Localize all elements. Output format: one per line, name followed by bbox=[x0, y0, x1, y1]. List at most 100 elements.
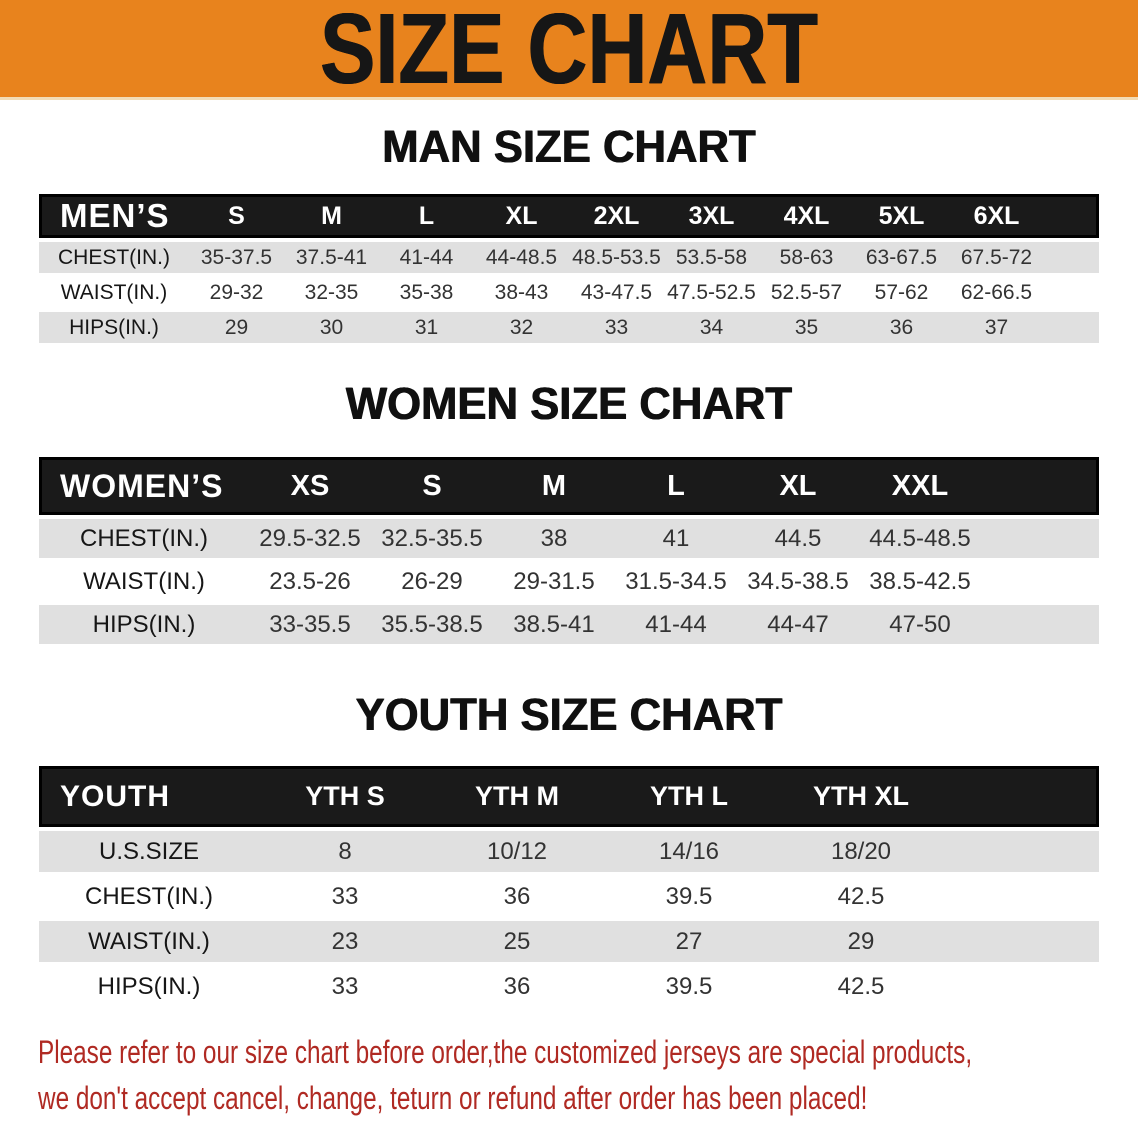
size-column-header: L bbox=[615, 457, 737, 515]
row-label: CHEST(IN.) bbox=[39, 242, 189, 273]
womens-group-label: WOMEN’S bbox=[39, 457, 249, 515]
size-value: 41-44 bbox=[379, 242, 474, 273]
size-value: 27 bbox=[603, 921, 775, 962]
size-value: 57-62 bbox=[854, 277, 949, 308]
size-value: 41-44 bbox=[615, 605, 737, 644]
size-value: 30 bbox=[284, 312, 379, 343]
size-value: 38-43 bbox=[474, 277, 569, 308]
table-row-waist: WAIST(IN.) 23.5-26 26-29 29-31.5 31.5-34… bbox=[39, 562, 1099, 601]
size-value: 37 bbox=[949, 312, 1044, 343]
row-label: WAIST(IN.) bbox=[39, 277, 189, 308]
table-row-us-size: U.S.SIZE 8 10/12 14/16 18/20 bbox=[39, 831, 1099, 872]
size-column-header: M bbox=[284, 194, 379, 238]
size-value: 26-29 bbox=[371, 562, 493, 601]
banner: SIZE CHART bbox=[0, 0, 1138, 100]
table-row-hips: HIPS(IN.) 33-35.5 35.5-38.5 38.5-41 41-4… bbox=[39, 605, 1099, 644]
size-column-header: 3XL bbox=[664, 194, 759, 238]
header-spacer bbox=[1044, 194, 1099, 238]
size-value: 35-37.5 bbox=[189, 242, 284, 273]
size-value: 25 bbox=[431, 921, 603, 962]
size-value: 36 bbox=[431, 876, 603, 917]
size-column-header: YTH L bbox=[603, 766, 775, 827]
size-value: 39.5 bbox=[603, 966, 775, 1007]
row-label: HIPS(IN.) bbox=[39, 966, 259, 1007]
size-column-header: M bbox=[493, 457, 615, 515]
women-section-heading: WOMEN SIZE CHART bbox=[345, 378, 793, 429]
size-value: 32 bbox=[474, 312, 569, 343]
size-value: 31 bbox=[379, 312, 474, 343]
row-spacer bbox=[947, 831, 1099, 872]
size-column-header: S bbox=[189, 194, 284, 238]
size-value: 38 bbox=[493, 519, 615, 558]
size-value: 38.5-41 bbox=[493, 605, 615, 644]
size-value: 34.5-38.5 bbox=[737, 562, 859, 601]
table-row-waist: WAIST(IN.) 29-32 32-35 35-38 38-43 43-47… bbox=[39, 277, 1099, 308]
size-value: 47-50 bbox=[859, 605, 981, 644]
size-value: 44.5 bbox=[737, 519, 859, 558]
table-row-chest: CHEST(IN.) 29.5-32.5 32.5-35.5 38 41 44.… bbox=[39, 519, 1099, 558]
man-section-heading: MAN SIZE CHART bbox=[382, 121, 756, 172]
size-value: 37.5-41 bbox=[284, 242, 379, 273]
size-value: 14/16 bbox=[603, 831, 775, 872]
size-value: 34 bbox=[664, 312, 759, 343]
size-value: 32-35 bbox=[284, 277, 379, 308]
size-column-header: 4XL bbox=[759, 194, 854, 238]
mens-size-table: MEN’S S M L XL 2XL 3XL 4XL 5XL 6XL CHEST… bbox=[39, 190, 1099, 347]
size-value: 41 bbox=[615, 519, 737, 558]
row-label: HIPS(IN.) bbox=[39, 605, 249, 644]
size-column-header: XXL bbox=[859, 457, 981, 515]
row-spacer bbox=[981, 605, 1099, 644]
size-value: 39.5 bbox=[603, 876, 775, 917]
youth-header-row: YOUTH YTH S YTH M YTH L YTH XL bbox=[39, 766, 1099, 827]
page-title: SIZE CHART bbox=[320, 0, 818, 105]
row-label: CHEST(IN.) bbox=[39, 876, 259, 917]
size-value: 67.5-72 bbox=[949, 242, 1044, 273]
table-row-chest: CHEST(IN.) 33 36 39.5 42.5 bbox=[39, 876, 1099, 917]
size-value: 58-63 bbox=[759, 242, 854, 273]
size-value: 29-31.5 bbox=[493, 562, 615, 601]
size-column-header: L bbox=[379, 194, 474, 238]
row-spacer bbox=[947, 966, 1099, 1007]
size-column-header: 5XL bbox=[854, 194, 949, 238]
size-column-header: XS bbox=[249, 457, 371, 515]
size-column-header: XL bbox=[474, 194, 569, 238]
size-column-header: 6XL bbox=[949, 194, 1044, 238]
size-column-header: 2XL bbox=[569, 194, 664, 238]
youth-section-heading: YOUTH SIZE CHART bbox=[355, 689, 783, 740]
size-value: 33-35.5 bbox=[249, 605, 371, 644]
size-value: 35 bbox=[759, 312, 854, 343]
disclaimer: Please refer to our size chart before or… bbox=[0, 1029, 1138, 1121]
size-value: 31.5-34.5 bbox=[615, 562, 737, 601]
disclaimer-line-2: we don't accept cancel, change, teturn o… bbox=[38, 1080, 868, 1116]
size-value: 8 bbox=[259, 831, 431, 872]
size-value: 35-38 bbox=[379, 277, 474, 308]
row-label: HIPS(IN.) bbox=[39, 312, 189, 343]
size-value: 52.5-57 bbox=[759, 277, 854, 308]
size-value: 36 bbox=[431, 966, 603, 1007]
size-value: 23 bbox=[259, 921, 431, 962]
womens-size-table: WOMEN’S XS S M L XL XXL CHEST(IN.) 29.5-… bbox=[39, 453, 1099, 648]
size-value: 10/12 bbox=[431, 831, 603, 872]
size-value: 38.5-42.5 bbox=[859, 562, 981, 601]
size-value: 18/20 bbox=[775, 831, 947, 872]
row-spacer bbox=[947, 921, 1099, 962]
row-label: U.S.SIZE bbox=[39, 831, 259, 872]
size-value: 33 bbox=[259, 966, 431, 1007]
size-value: 42.5 bbox=[775, 876, 947, 917]
table-row-hips: HIPS(IN.) 29 30 31 32 33 34 35 36 37 bbox=[39, 312, 1099, 343]
size-value: 33 bbox=[569, 312, 664, 343]
table-row-chest: CHEST(IN.) 35-37.5 37.5-41 41-44 44-48.5… bbox=[39, 242, 1099, 273]
table-row-waist: WAIST(IN.) 23 25 27 29 bbox=[39, 921, 1099, 962]
size-value: 47.5-52.5 bbox=[664, 277, 759, 308]
size-value: 29 bbox=[189, 312, 284, 343]
size-value: 42.5 bbox=[775, 966, 947, 1007]
row-label: CHEST(IN.) bbox=[39, 519, 249, 558]
size-column-header: YTH XL bbox=[775, 766, 947, 827]
mens-group-label: MEN’S bbox=[39, 194, 189, 238]
row-spacer bbox=[1044, 312, 1099, 343]
size-value: 35.5-38.5 bbox=[371, 605, 493, 644]
size-value: 29 bbox=[775, 921, 947, 962]
size-value: 36 bbox=[854, 312, 949, 343]
womens-header-row: WOMEN’S XS S M L XL XXL bbox=[39, 457, 1099, 515]
